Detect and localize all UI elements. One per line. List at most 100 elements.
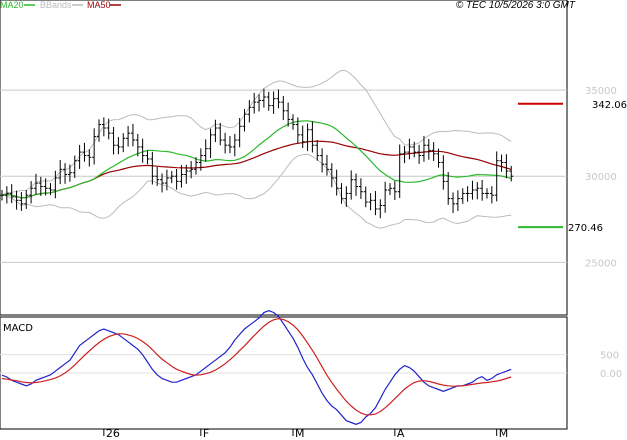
ohlc-bar bbox=[344, 186, 349, 207]
ohlc-bar bbox=[402, 145, 407, 164]
month-label: A bbox=[397, 427, 405, 440]
ohlc-bar bbox=[218, 122, 223, 146]
ohlc-bar bbox=[465, 186, 470, 202]
ohlc-bar bbox=[455, 190, 460, 212]
ohlc-bar bbox=[203, 139, 208, 162]
ohlc-bar bbox=[509, 165, 514, 182]
price-panel bbox=[0, 0, 568, 316]
ohlc-bar bbox=[0, 190, 4, 201]
ohlc-bar bbox=[339, 183, 344, 204]
ohlc-bar bbox=[431, 142, 436, 162]
macd-tick-label: 500 bbox=[600, 351, 619, 362]
ohlc-bar bbox=[421, 135, 426, 162]
ohlc-bar bbox=[383, 181, 388, 213]
ohlc-bar bbox=[358, 178, 363, 199]
ohlc-bar bbox=[407, 138, 412, 160]
ohlc-bar bbox=[67, 164, 72, 182]
ohlc-bar bbox=[194, 157, 198, 175]
ohlc-bar bbox=[378, 199, 383, 219]
ohlc-bar bbox=[320, 148, 325, 173]
ohlc-bar bbox=[291, 114, 295, 130]
ohlc-bar bbox=[310, 121, 315, 153]
ohlc-bar bbox=[232, 133, 237, 157]
ohlc-bar bbox=[441, 155, 446, 190]
ohlc-bar bbox=[247, 100, 252, 123]
credit-text: © TEC 10/5/2026 3:0 GMT bbox=[456, 0, 576, 11]
ohlc-bar bbox=[470, 180, 475, 200]
ohlc-bar bbox=[38, 176, 43, 196]
ohlc-bar bbox=[121, 133, 126, 153]
ohlc-bar bbox=[324, 154, 329, 176]
ohlc-bar bbox=[29, 181, 34, 204]
ohlc-bar bbox=[135, 133, 140, 157]
macd-signal-line bbox=[1, 318, 512, 416]
macd-line bbox=[1, 310, 512, 425]
ohlc-bar bbox=[101, 117, 106, 137]
ohlc-bar bbox=[417, 144, 422, 164]
ohlc-bar bbox=[242, 109, 247, 132]
ohlc-bar bbox=[53, 170, 58, 199]
ohlc-bar bbox=[208, 128, 213, 158]
legend-ma20-label: MA20 bbox=[0, 0, 24, 10]
ohlc-bar bbox=[164, 169, 169, 191]
ohlc-bar bbox=[388, 183, 392, 196]
ohlc-bar bbox=[24, 190, 29, 209]
ohlc-bar bbox=[19, 192, 24, 212]
ohlc-bar bbox=[354, 173, 359, 196]
ohlc-bar bbox=[126, 125, 131, 147]
ohlc-bar bbox=[349, 170, 354, 200]
ohlc-bar bbox=[460, 188, 465, 204]
ohlc-bar bbox=[261, 88, 266, 108]
ohlc-bar bbox=[223, 132, 228, 154]
ohlc-bar bbox=[160, 173, 165, 193]
ohlc-bar bbox=[368, 193, 373, 211]
ohlc-bar bbox=[295, 117, 300, 144]
ohlc-bar bbox=[446, 172, 451, 205]
ohlc-bar bbox=[82, 142, 87, 162]
ohlc-bar bbox=[300, 125, 305, 148]
ohlc-bar bbox=[276, 89, 281, 109]
legend: MA20 BBands MA50 bbox=[0, 0, 121, 10]
ohlc-bar bbox=[9, 184, 14, 204]
ohlc-bar bbox=[155, 166, 160, 186]
ohlc-bar bbox=[116, 136, 121, 155]
ohlc-bar bbox=[373, 191, 378, 216]
ohlc-bar bbox=[334, 169, 339, 196]
ohlc-bar bbox=[266, 91, 271, 111]
ohlc-bar bbox=[281, 95, 286, 121]
ohlc-bar bbox=[184, 164, 189, 184]
ohlc-bar bbox=[412, 141, 417, 158]
price-tick-label: 30000 bbox=[585, 172, 617, 183]
ohlc-bar bbox=[140, 138, 145, 163]
ohlc-bar bbox=[426, 139, 431, 160]
ohlc-bar bbox=[97, 119, 101, 142]
ohlc-bar bbox=[485, 188, 489, 199]
ohlc-bar bbox=[257, 94, 262, 112]
ohlc-bar bbox=[92, 128, 97, 165]
ohlc-bar bbox=[451, 192, 456, 214]
high-annotation-label: 342.06 bbox=[592, 100, 627, 111]
legend-ma50-label: MA50 bbox=[87, 0, 111, 10]
ohlc-bar bbox=[189, 161, 194, 179]
legend-bbands-label: BBands bbox=[40, 0, 72, 10]
ohlc-bar bbox=[87, 149, 92, 167]
ohlc-bar bbox=[48, 183, 53, 196]
ohlc-bar bbox=[436, 148, 441, 168]
ohlc-bar bbox=[198, 148, 203, 171]
ohlc-bar bbox=[169, 171, 174, 184]
ohlc-bar bbox=[252, 92, 257, 114]
ohlc-bar bbox=[271, 91, 276, 114]
ohlc-bar bbox=[475, 182, 480, 200]
ohlc-bar bbox=[4, 186, 9, 204]
ohlc-bar bbox=[43, 178, 48, 196]
ohlc-bar bbox=[329, 163, 334, 188]
macd-tick-label: 0.00 bbox=[600, 369, 622, 380]
macd-title: MACD bbox=[3, 323, 33, 334]
ohlc-bar bbox=[237, 118, 242, 148]
ohlc-bar bbox=[77, 144, 82, 169]
ohlc-bar bbox=[397, 144, 402, 198]
month-label: M bbox=[499, 427, 509, 440]
low-annotation-label: 270.46 bbox=[568, 223, 603, 234]
ohlc-bar bbox=[489, 186, 494, 204]
